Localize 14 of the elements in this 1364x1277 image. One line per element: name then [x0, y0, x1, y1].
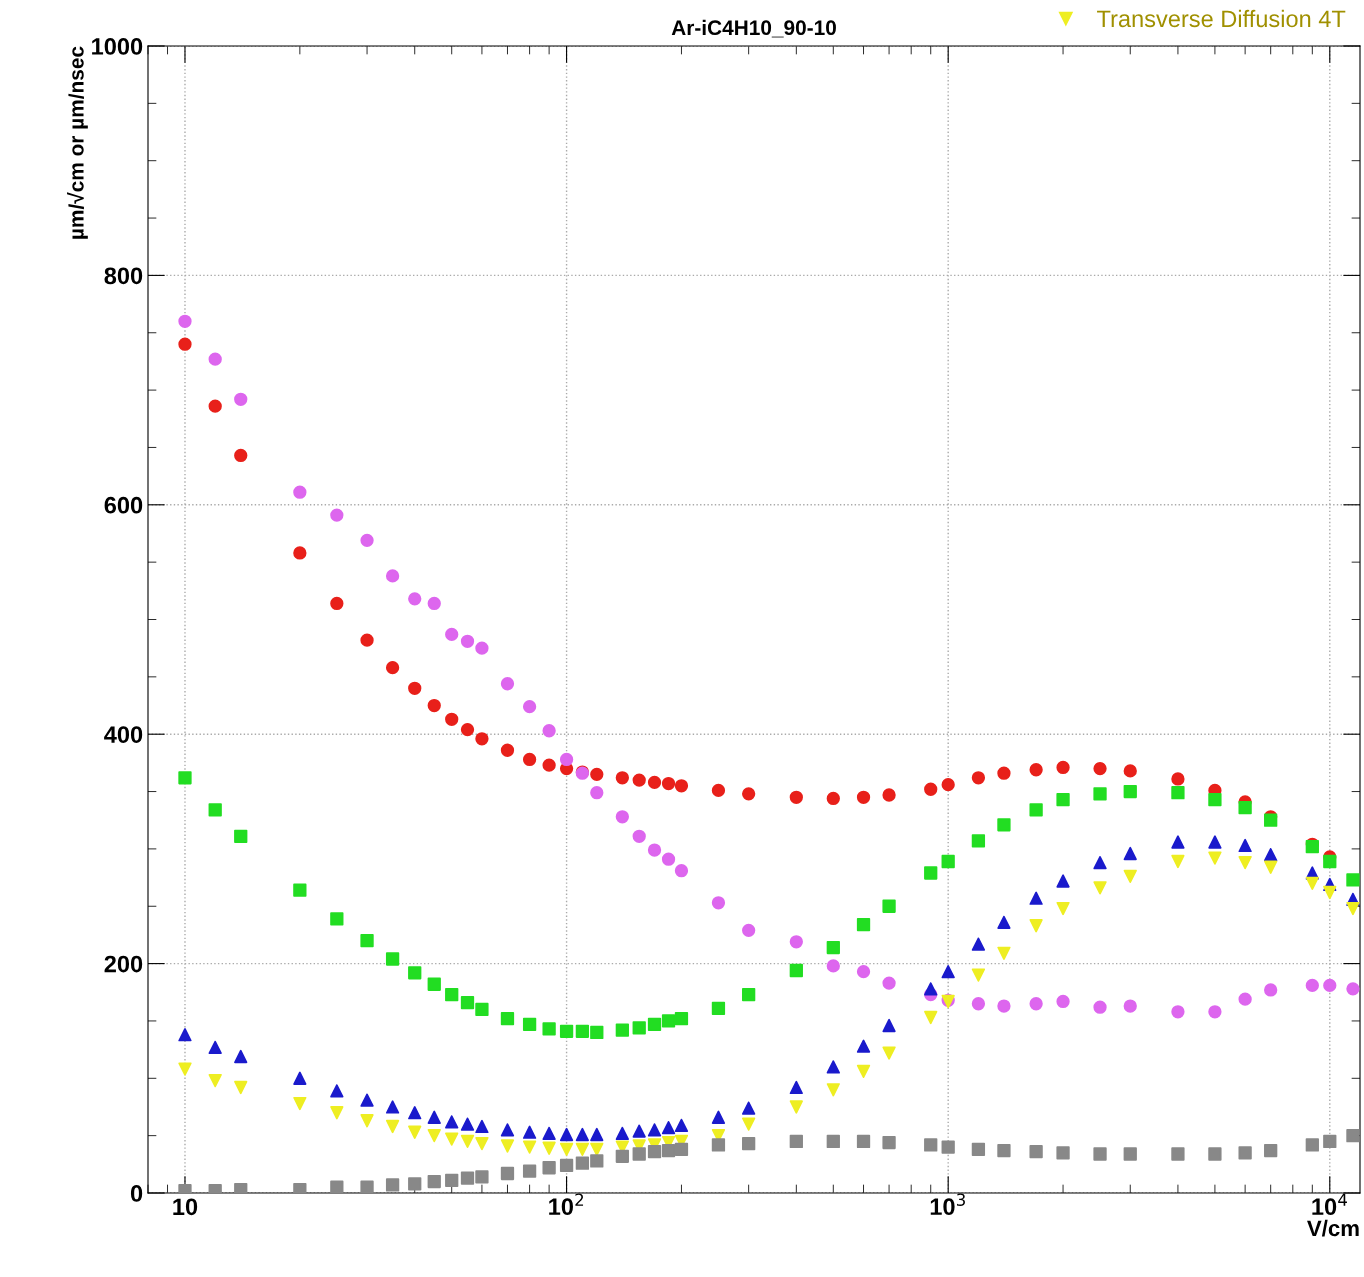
chart-title: Ar-iC4H10_90-10	[671, 19, 836, 38]
y-tick-label: 200	[104, 955, 143, 973]
x-tick-label: 10	[173, 1198, 198, 1216]
y-tick-label: 800	[104, 267, 143, 285]
x-axis-title: V/cm	[1307, 1219, 1359, 1237]
x-tick-label: 10$^{3}$	[930, 1193, 965, 1216]
y-tick-label: 1000	[92, 38, 143, 55]
y-tick-label: 0	[130, 1185, 143, 1202]
y-tick-label: 600	[104, 496, 143, 514]
x-tick-label: 10$^{2}$	[549, 1193, 584, 1216]
x-tick-label: 10$^{4}$	[1312, 1193, 1347, 1216]
y-tick-label: 400	[104, 726, 143, 743]
legend-label: Transverse Diffusion 4T	[1097, 9, 1346, 28]
y-axis-title: µm/√cm or µm/nsec	[67, 46, 88, 239]
